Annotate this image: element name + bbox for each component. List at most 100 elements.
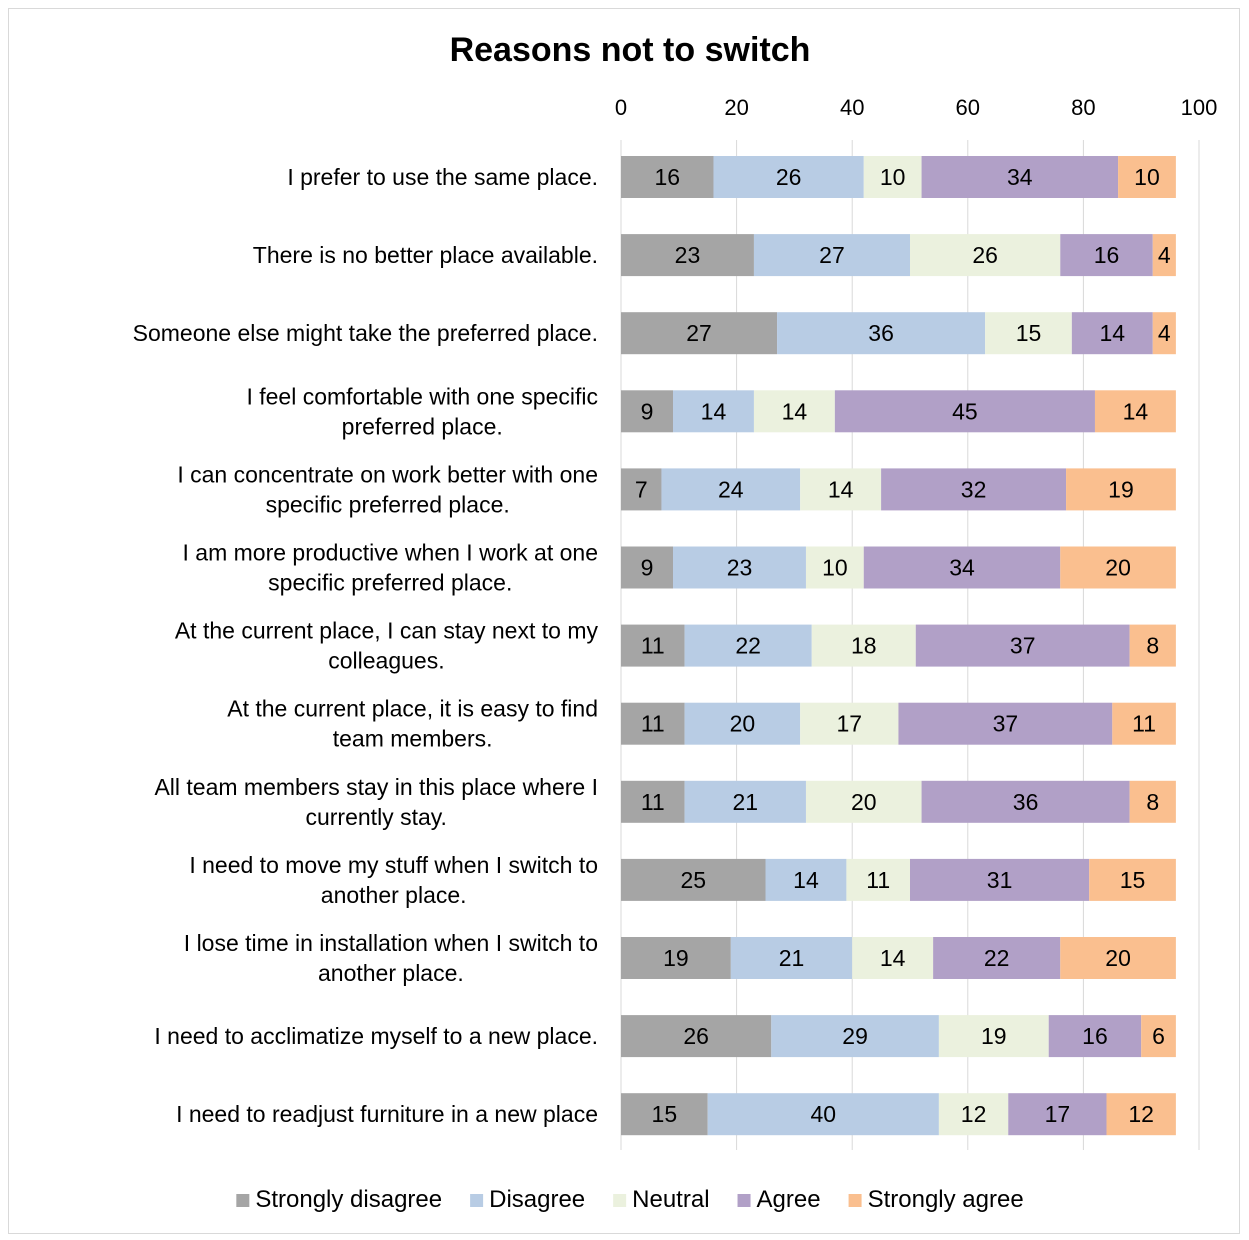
bar-segment bbox=[1118, 156, 1176, 198]
data-label: 14 bbox=[793, 867, 819, 893]
bar-segment bbox=[621, 468, 662, 511]
legend-item: Neutral bbox=[613, 1186, 710, 1213]
bar-segment bbox=[684, 780, 806, 823]
bar-segment bbox=[753, 390, 835, 433]
data-label: 15 bbox=[1120, 867, 1146, 893]
legend-item: Disagree bbox=[470, 1186, 585, 1213]
x-tick-label: 100 bbox=[1181, 95, 1218, 120]
data-label: 14 bbox=[880, 945, 906, 971]
bar-segment bbox=[621, 937, 731, 979]
legend-label: Strongly disagree bbox=[255, 1186, 442, 1213]
bar-segment bbox=[621, 702, 685, 745]
legend-swatch bbox=[236, 1194, 250, 1207]
data-label: 11 bbox=[1132, 711, 1156, 737]
data-label: 11 bbox=[866, 867, 890, 893]
category-label: I feel comfortable with one specific pref… bbox=[246, 383, 598, 439]
data-label: 11 bbox=[641, 633, 665, 659]
bar-segment bbox=[852, 937, 934, 979]
data-label: 20 bbox=[1105, 945, 1131, 971]
bar-segment bbox=[621, 234, 754, 277]
data-label: 8 bbox=[1146, 633, 1159, 659]
legend-label: Disagree bbox=[489, 1186, 585, 1213]
data-label: 6 bbox=[1152, 1023, 1165, 1049]
bar-segment bbox=[730, 937, 853, 979]
x-tick-label: 0 bbox=[615, 95, 627, 120]
legend-label: Neutral bbox=[632, 1186, 709, 1213]
bars: 16 26 10 34 10 23 27 26 16 4 27 36 15 14 4 9 14 14 45 14 7 24… bbox=[621, 156, 1176, 1136]
data-label: 12 bbox=[961, 1101, 987, 1127]
bar-segment bbox=[811, 624, 916, 667]
category-label: There is no better place available. bbox=[253, 242, 598, 268]
data-label: 22 bbox=[735, 633, 761, 659]
bar-segment bbox=[921, 780, 1130, 823]
data-label: 10 bbox=[880, 164, 906, 190]
bar-segment bbox=[753, 234, 910, 277]
data-label: 8 bbox=[1146, 789, 1159, 815]
bar-segment bbox=[777, 312, 986, 355]
data-label: 34 bbox=[1007, 164, 1033, 190]
bar-segment bbox=[765, 858, 847, 901]
data-label: 25 bbox=[680, 867, 706, 893]
bar-segment bbox=[1129, 780, 1176, 823]
bar-segment bbox=[713, 156, 864, 198]
data-label: 11 bbox=[641, 711, 665, 737]
data-label: 21 bbox=[732, 789, 758, 815]
x-tick-label: 60 bbox=[956, 95, 980, 120]
bar-segment bbox=[1008, 1093, 1107, 1136]
bar-segment bbox=[915, 624, 1130, 667]
bar-segment bbox=[684, 624, 812, 667]
bar-segment bbox=[938, 1093, 1009, 1136]
category-label: At the current place, I can stay next to… bbox=[175, 618, 599, 674]
bar-segment bbox=[621, 1093, 708, 1136]
data-label: 15 bbox=[1016, 320, 1042, 346]
legend-item: Agree bbox=[737, 1186, 821, 1213]
bar-segment bbox=[673, 546, 806, 589]
data-label: 45 bbox=[952, 398, 978, 424]
legend-swatch bbox=[470, 1194, 484, 1207]
data-label: 4 bbox=[1158, 320, 1171, 346]
bar-segment bbox=[1112, 702, 1176, 745]
bar-segment bbox=[921, 156, 1119, 198]
bar-segment bbox=[621, 390, 674, 433]
bar-segment bbox=[1060, 937, 1176, 979]
data-label: 36 bbox=[868, 320, 894, 346]
bar-segment bbox=[800, 702, 899, 745]
bar-segment bbox=[933, 937, 1061, 979]
data-label: 12 bbox=[1128, 1101, 1154, 1127]
bar-segment bbox=[1152, 312, 1176, 355]
data-label: 40 bbox=[811, 1101, 837, 1127]
bar-segment bbox=[805, 780, 922, 823]
legend-item: Strongly disagree bbox=[236, 1186, 442, 1213]
x-tick-label: 80 bbox=[1071, 95, 1095, 120]
bar-segment bbox=[1060, 546, 1176, 589]
data-label: 27 bbox=[819, 242, 845, 268]
bar-segment bbox=[910, 858, 1090, 901]
bar-segment bbox=[1048, 1015, 1142, 1058]
bar-segment bbox=[621, 780, 685, 823]
data-label: 10 bbox=[1134, 164, 1160, 190]
category-labels: I prefer to use the same place. There is … bbox=[133, 164, 599, 1127]
bar-segment bbox=[621, 858, 766, 901]
bar-segment bbox=[910, 234, 1061, 277]
data-label: 17 bbox=[1045, 1101, 1071, 1127]
data-label: 23 bbox=[675, 242, 701, 268]
x-axis-ticks: 0 20 40 60 80 100 bbox=[615, 95, 1217, 120]
bar-segment bbox=[938, 1015, 1049, 1058]
bar-segment bbox=[863, 546, 1061, 589]
data-label: 36 bbox=[1013, 789, 1039, 815]
data-label: 26 bbox=[972, 242, 998, 268]
data-label: 17 bbox=[837, 711, 863, 737]
bar-segment bbox=[846, 858, 910, 901]
category-label: At the current place, it is easy to find… bbox=[227, 696, 598, 752]
data-label: 34 bbox=[949, 555, 975, 581]
data-label: 14 bbox=[1123, 398, 1149, 424]
data-label: 21 bbox=[779, 945, 805, 971]
category-label: I need to acclimatize myself to a new pl… bbox=[154, 1023, 598, 1049]
data-label: 18 bbox=[851, 633, 877, 659]
data-label: 19 bbox=[1108, 476, 1134, 502]
data-label: 29 bbox=[842, 1023, 868, 1049]
category-label: I lose time in installation when I switc… bbox=[184, 930, 598, 986]
legend: Strongly disagree Disagree Neutral Agree Str… bbox=[236, 1186, 1024, 1213]
bar-segment bbox=[1066, 468, 1176, 511]
bar-segment bbox=[673, 390, 754, 433]
